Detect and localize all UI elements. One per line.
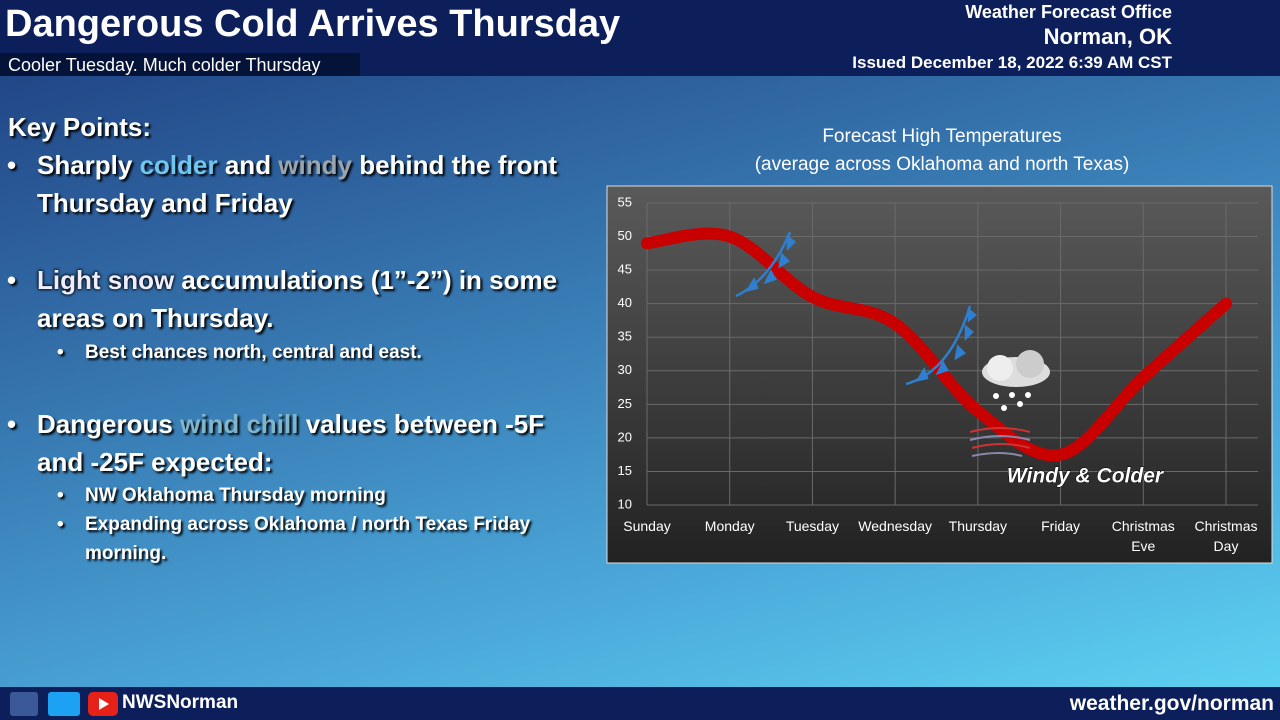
y-tick-label: 25 xyxy=(618,396,632,411)
x-tick-label: Christmas Day xyxy=(1194,518,1258,554)
y-tick-label: 10 xyxy=(618,496,632,511)
snow-cloud xyxy=(982,350,1050,411)
y-tick-label: 20 xyxy=(618,429,632,444)
text: accumulations (1”-2”) in some areas on T… xyxy=(37,265,558,333)
sub-point: NW Oklahoma Thursday morning xyxy=(57,481,585,510)
x-tick-label: Thursday xyxy=(948,518,1008,534)
y-tick-label: 40 xyxy=(618,295,632,310)
issued: Issued December 18, 2022 6:39 AM CST xyxy=(852,53,1172,72)
location: Norman, OK xyxy=(1043,24,1172,49)
text: and xyxy=(217,150,279,180)
temperature-line xyxy=(641,227,1232,462)
text: values between -5F and -25F expected: xyxy=(37,409,545,477)
text: windy xyxy=(278,150,352,180)
y-tick-label: 45 xyxy=(618,262,632,277)
text: Sharply xyxy=(37,150,140,180)
y-tick-label: 15 xyxy=(618,463,632,478)
play-glyph xyxy=(99,698,109,710)
front-symbols xyxy=(735,231,977,386)
chart-subtitle: (average across Oklahoma and north Texas… xyxy=(755,154,1130,175)
y-tick-label: 35 xyxy=(618,329,632,344)
subtitle-strip xyxy=(0,53,360,76)
social-handle[interactable]: NWSNorman xyxy=(122,692,239,713)
sub-point: Best chances north, central and east. xyxy=(57,338,585,367)
annotation: Windy & Colder xyxy=(1007,465,1165,488)
x-tick-label: Christmas Eve xyxy=(1111,518,1175,554)
page-subtitle: Cooler Tuesday. Much colder Thursday xyxy=(8,55,321,75)
x-tick-label: Tuesday xyxy=(785,518,840,534)
key-point: Sharply colder and windy behind the fron… xyxy=(7,146,597,222)
y-tick-label: 30 xyxy=(618,362,632,377)
page-title: Dangerous Cold Arrives Thursday xyxy=(5,3,621,45)
x-tick-label: Friday xyxy=(1041,518,1081,534)
sub-point: Expanding across Oklahoma / north Texas … xyxy=(57,510,585,568)
website[interactable]: weather.gov/norman xyxy=(1069,692,1274,715)
x-tick-label: Sunday xyxy=(623,518,671,534)
y-tick-label: 50 xyxy=(618,228,632,243)
text: wind chill xyxy=(180,409,299,439)
x-tick-label: Monday xyxy=(704,518,755,534)
facebook-icon[interactable] xyxy=(10,692,38,716)
x-tick-label: Wednesday xyxy=(858,518,932,534)
office: Weather Forecast Office xyxy=(965,2,1172,22)
text: Dangerous xyxy=(37,409,181,439)
footer-bar xyxy=(0,687,1280,720)
key-points-heading: Key Points: xyxy=(8,112,152,142)
text: behind the front Thursday and Friday xyxy=(37,150,558,218)
text: Light snow xyxy=(37,265,175,295)
twitter-icon[interactable] xyxy=(48,692,80,716)
key-point: Dangerous wind chill values between -5F … xyxy=(7,405,597,481)
text: colder xyxy=(139,150,218,180)
chart-title: Forecast High Temperatures xyxy=(822,126,1061,147)
y-tick-label: 55 xyxy=(618,194,632,209)
key-point: Light snow accumulations (1”-2”) in some… xyxy=(7,261,597,337)
wind-symbol xyxy=(969,427,1031,457)
